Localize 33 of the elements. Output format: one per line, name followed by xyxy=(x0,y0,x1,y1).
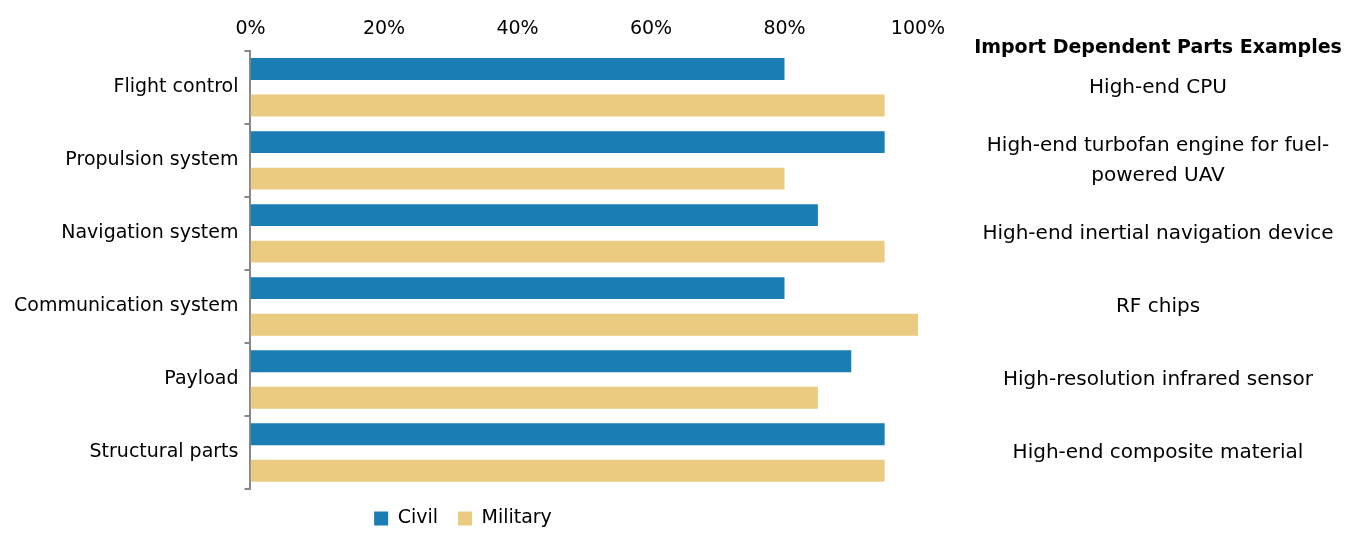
x-tick-label: 100% xyxy=(890,16,946,39)
bar xyxy=(250,167,785,190)
y-tick-label: Structural parts xyxy=(89,439,239,462)
y-tick-label: Flight control xyxy=(113,74,239,97)
bar xyxy=(250,350,852,373)
text: High-resolution infrared sensor xyxy=(1003,365,1314,390)
text: High-end CPU xyxy=(1089,73,1227,98)
bar xyxy=(250,459,885,482)
bar xyxy=(250,240,885,263)
x-tick-label: 40% xyxy=(496,16,539,39)
bar xyxy=(250,58,785,81)
x-tick-label: 60% xyxy=(629,16,673,39)
bar xyxy=(250,386,818,409)
bar xyxy=(250,277,785,300)
legend-label: Civil xyxy=(397,505,438,528)
bar xyxy=(250,423,885,446)
x-tick-label: 0% xyxy=(235,16,266,39)
legend-label: Military xyxy=(481,505,552,528)
y-tick-label: Payload xyxy=(164,366,239,389)
text: Import Dependent Parts Examples xyxy=(974,34,1342,57)
text: High-end turbofan engine for fuel-powered UAV xyxy=(986,131,1330,186)
text: High-end inertial navigation device xyxy=(982,219,1334,244)
bar xyxy=(250,204,818,227)
y-tick-label: Communication system xyxy=(14,293,239,316)
y-tick-label: Navigation system xyxy=(61,220,239,243)
text: High-end composite material xyxy=(1012,438,1304,463)
bar xyxy=(250,313,918,336)
bar xyxy=(250,94,885,117)
text: RF chips xyxy=(1115,292,1201,317)
x-tick-label: 80% xyxy=(763,16,806,39)
x-tick-label: 20% xyxy=(362,16,406,39)
bar xyxy=(250,131,885,154)
y-tick-label: Propulsion system xyxy=(65,147,239,170)
